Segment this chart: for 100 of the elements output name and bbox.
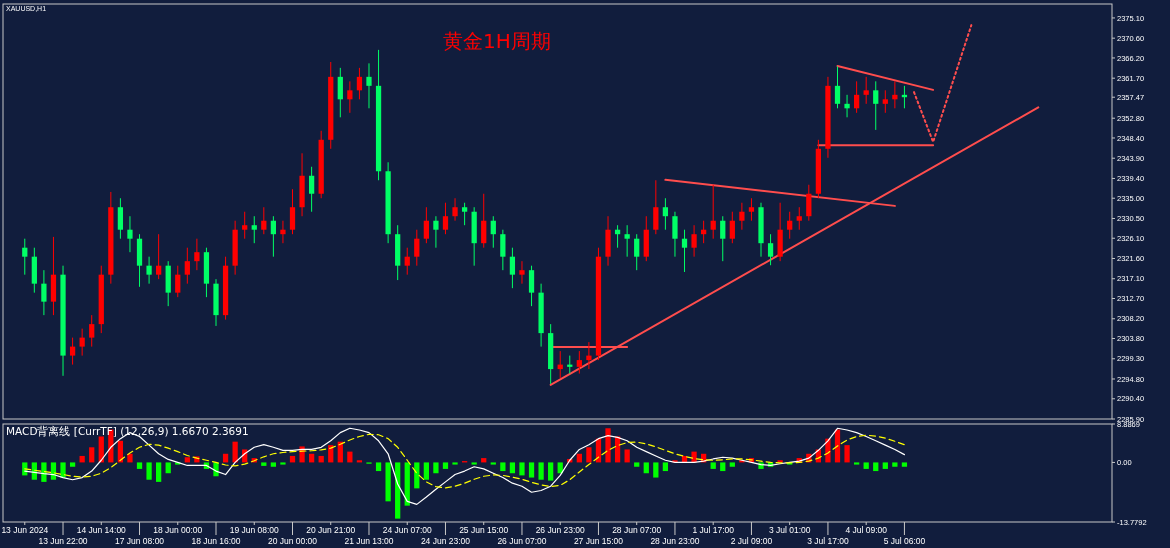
candlestick xyxy=(175,265,181,298)
x-tick-label: 26 Jun 07:00 xyxy=(497,536,547,546)
candlestick xyxy=(308,166,315,213)
bar xyxy=(280,462,286,465)
x-tick-label: 20 Jun 00:00 xyxy=(267,536,318,546)
candlestick xyxy=(356,67,363,100)
bar xyxy=(901,462,908,467)
candlestick xyxy=(414,229,420,267)
bar xyxy=(127,453,133,463)
candlestick xyxy=(806,184,812,222)
candlestick xyxy=(873,80,879,131)
bar xyxy=(471,462,477,465)
candlestick xyxy=(146,256,152,285)
candlestick xyxy=(796,206,802,231)
bar xyxy=(643,462,649,474)
x-tick-label: 28 Jun 23:00 xyxy=(650,536,700,546)
candlestick xyxy=(22,238,28,276)
x-tick-label: 3 Jul 01:00 xyxy=(768,525,811,535)
bar xyxy=(548,462,554,481)
candlestick xyxy=(729,211,735,244)
bar xyxy=(586,447,592,463)
candlestick xyxy=(184,247,190,285)
bar xyxy=(165,462,171,474)
candlestick xyxy=(242,211,248,240)
x-tick-label: 20 Jun 21:00 xyxy=(306,525,356,535)
bar xyxy=(634,462,640,467)
bar xyxy=(892,462,898,467)
bar xyxy=(710,462,716,469)
candlestick xyxy=(720,215,726,262)
candlestick xyxy=(337,67,343,118)
candlestick xyxy=(442,202,449,235)
candlestick xyxy=(634,233,640,271)
candlestick xyxy=(739,202,745,231)
candlestick xyxy=(681,229,688,273)
bar xyxy=(519,462,525,476)
x-tick-label: 4 Jul 09:00 xyxy=(845,525,888,535)
candlestick xyxy=(127,215,133,253)
bar xyxy=(375,462,382,472)
candlestick xyxy=(624,224,630,258)
bar xyxy=(423,462,429,480)
bar xyxy=(653,462,659,478)
x-tick-label: 28 Jun 07:00 xyxy=(612,525,662,535)
x-tick-label: 14 Jun 14:00 xyxy=(76,525,127,535)
x-tick-label: 5 Jul 06:00 xyxy=(883,536,926,546)
candlestick xyxy=(672,211,678,258)
candlestick xyxy=(261,206,267,235)
bar xyxy=(356,460,363,463)
candlestick xyxy=(691,224,697,258)
candlestick xyxy=(509,247,516,289)
x-tick-label: 2 Jul 09:00 xyxy=(730,536,773,546)
chart-title: MACD背离线 [CurrTF] (12,26,9) 1.6670 2.3691 xyxy=(6,425,249,437)
bar xyxy=(605,428,611,463)
x-tick-label: 26 Jun 23:00 xyxy=(535,525,586,535)
bar xyxy=(452,462,458,465)
candlestick xyxy=(710,184,716,240)
candlestick xyxy=(653,179,659,235)
bar xyxy=(528,462,535,478)
candlestick xyxy=(481,193,487,249)
x-tick-label: 25 Jun 15:00 xyxy=(459,525,509,535)
bar xyxy=(538,462,544,480)
candlestick xyxy=(251,215,257,244)
bar xyxy=(261,462,267,466)
x-tick-label: 18 Jun 16:00 xyxy=(191,536,241,546)
candlestick xyxy=(270,215,277,258)
bar xyxy=(490,462,496,465)
bar xyxy=(873,462,879,472)
x-tick-label: 17 Jun 08:00 xyxy=(114,536,165,546)
candlestick xyxy=(767,233,774,266)
candlestick xyxy=(787,211,793,240)
bar xyxy=(414,462,420,489)
x-tick-label: 13 Jun 2024 xyxy=(1,525,49,535)
candlestick xyxy=(89,314,95,348)
bar xyxy=(146,462,152,480)
candlestick xyxy=(280,220,286,244)
text: 黄金1H周期 xyxy=(443,29,551,53)
x-tick-label: 24 Jun 07:00 xyxy=(382,525,433,535)
bar xyxy=(136,462,143,469)
candlestick xyxy=(519,260,525,285)
candlestick xyxy=(500,229,506,271)
candlestick xyxy=(117,197,124,240)
bar xyxy=(662,462,669,472)
bar xyxy=(156,462,162,482)
candlestick xyxy=(882,89,888,114)
bar xyxy=(509,462,516,474)
x-tick-label: 18 Jun 00:00 xyxy=(153,525,203,535)
x-tick-label: 19 Jun 08:00 xyxy=(229,525,280,535)
candlestick xyxy=(748,197,755,222)
candlestick xyxy=(863,76,869,105)
candlestick xyxy=(404,247,410,276)
candlestick xyxy=(289,188,296,235)
bar xyxy=(184,457,190,463)
candlestick xyxy=(194,238,200,271)
candlestick xyxy=(576,350,582,375)
candlestick xyxy=(834,66,841,109)
bar xyxy=(89,447,95,463)
candlestick xyxy=(347,80,353,114)
bar xyxy=(433,462,439,474)
candlestick xyxy=(69,337,76,366)
bar xyxy=(863,462,869,469)
bar xyxy=(69,462,76,467)
